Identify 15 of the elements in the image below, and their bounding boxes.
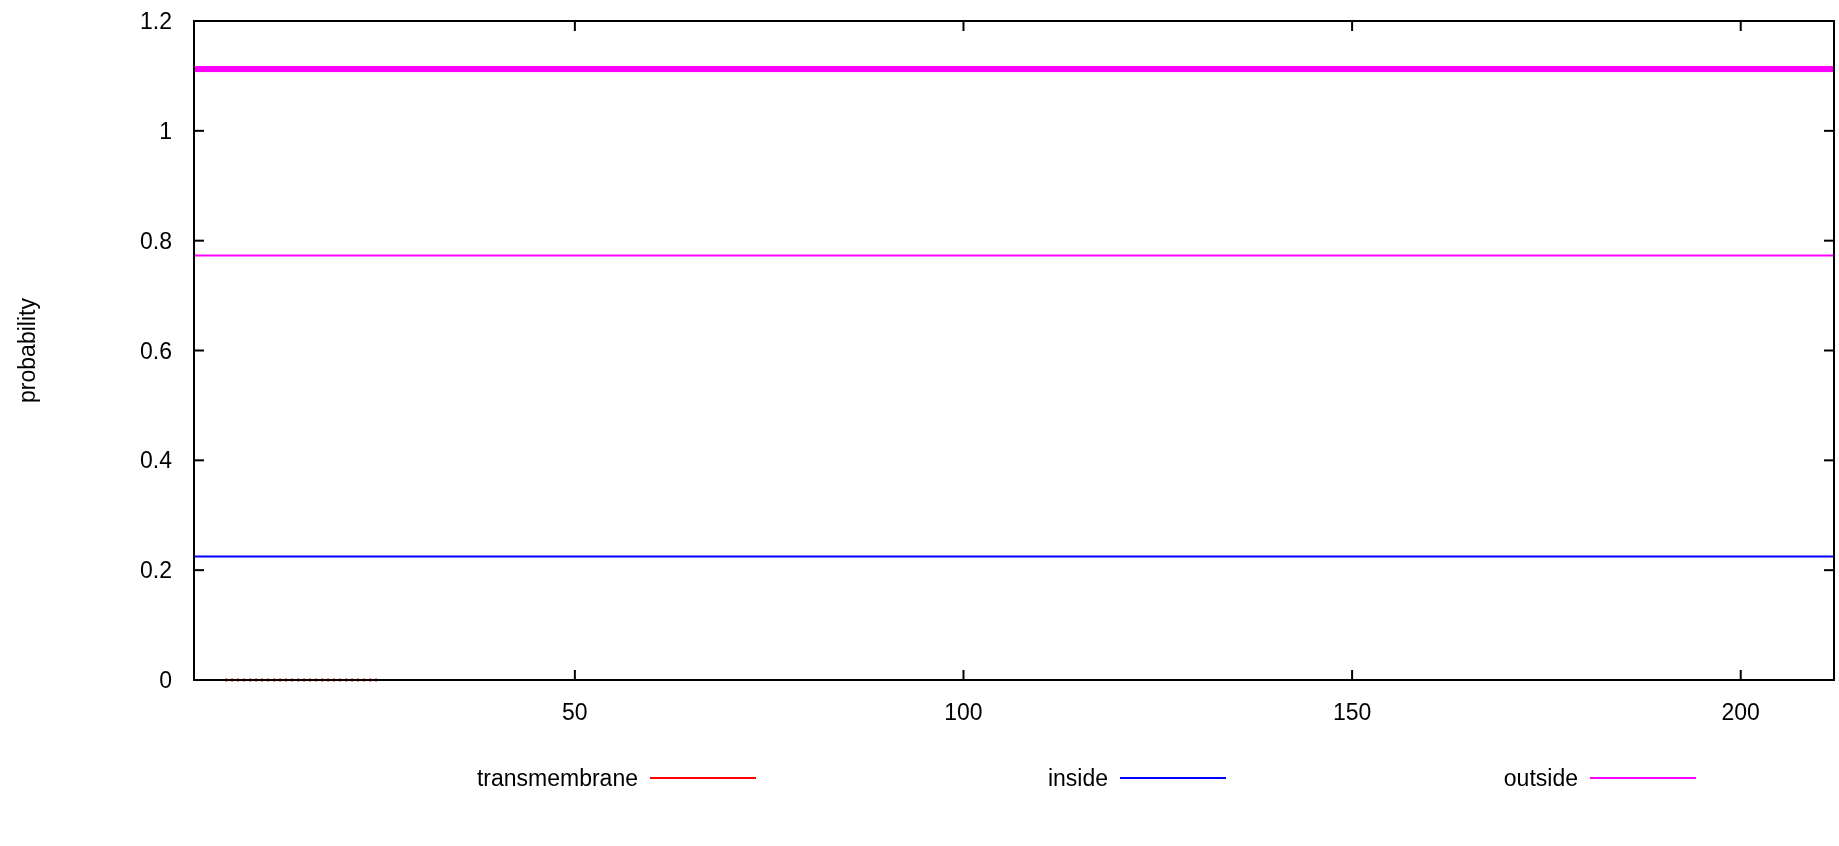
y-tick-label: 0 [159, 667, 172, 693]
y-tick-label: 1.2 [140, 8, 172, 34]
y-axis-title: probability [14, 297, 40, 403]
y-tick-label: 0.2 [140, 557, 172, 584]
legend-label: inside [1047, 765, 1108, 791]
x-tick-label: 150 [1332, 699, 1372, 725]
y-tick-label: 0.8 [140, 227, 172, 254]
x-tick-label: 100 [944, 699, 983, 725]
y-tick-label: 0.4 [140, 447, 173, 474]
y-tick-label: 1 [159, 117, 172, 144]
legend-label: transmembrane [476, 765, 638, 791]
y-tick-label: 0.6 [140, 337, 172, 364]
x-tick-label: 200 [1721, 699, 1760, 725]
x-tick-label: 50 [562, 699, 588, 725]
legend-label: outside [1503, 765, 1578, 791]
